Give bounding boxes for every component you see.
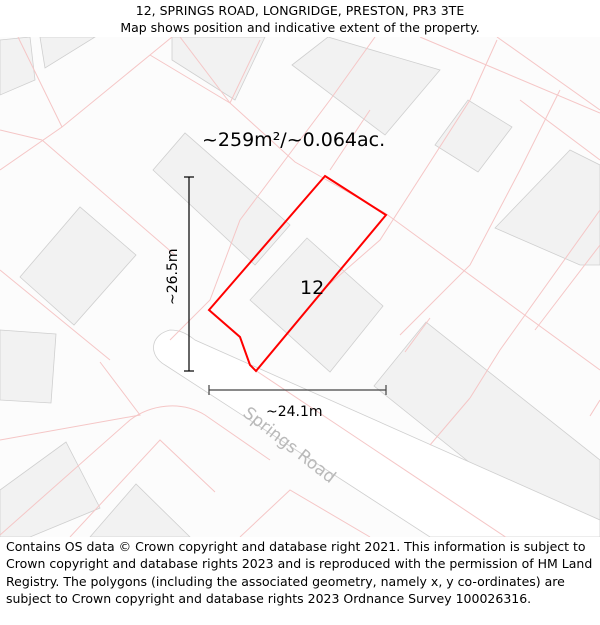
building — [494, 149, 600, 266]
building — [249, 237, 384, 373]
map-header: 12, SPRINGS ROAD, LONGRIDGE, PRESTON, PR… — [0, 0, 600, 39]
building — [0, 37, 36, 96]
height-dimension-label: ~26.5m — [165, 248, 181, 305]
parcel-boundaries — [0, 37, 600, 537]
building — [39, 37, 96, 69]
building — [89, 483, 191, 537]
building — [152, 132, 291, 266]
property-address: 12, SPRINGS ROAD, LONGRIDGE, PRESTON, PR… — [135, 3, 465, 18]
height-dimension-line — [184, 176, 194, 372]
width-dimension-line — [208, 385, 387, 395]
width-dimension-label: ~24.1m — [266, 404, 323, 420]
building — [0, 329, 57, 404]
map-subtitle: Map shows position and indicative extent… — [120, 20, 480, 35]
property-boundary[interactable] — [207, 174, 388, 373]
copyright-notice: Contains OS data © Crown copyright and d… — [6, 539, 593, 607]
property-number-label: 12 — [300, 277, 324, 299]
building — [19, 206, 137, 326]
area-label: ~259m²/~0.064ac. — [202, 129, 385, 151]
building — [434, 99, 513, 173]
property-map[interactable]: ~259m²/~0.064ac. 12 ~26.5m ~24.1m Spring… — [0, 37, 600, 537]
building — [291, 37, 441, 136]
building — [171, 37, 266, 101]
building — [0, 441, 101, 537]
